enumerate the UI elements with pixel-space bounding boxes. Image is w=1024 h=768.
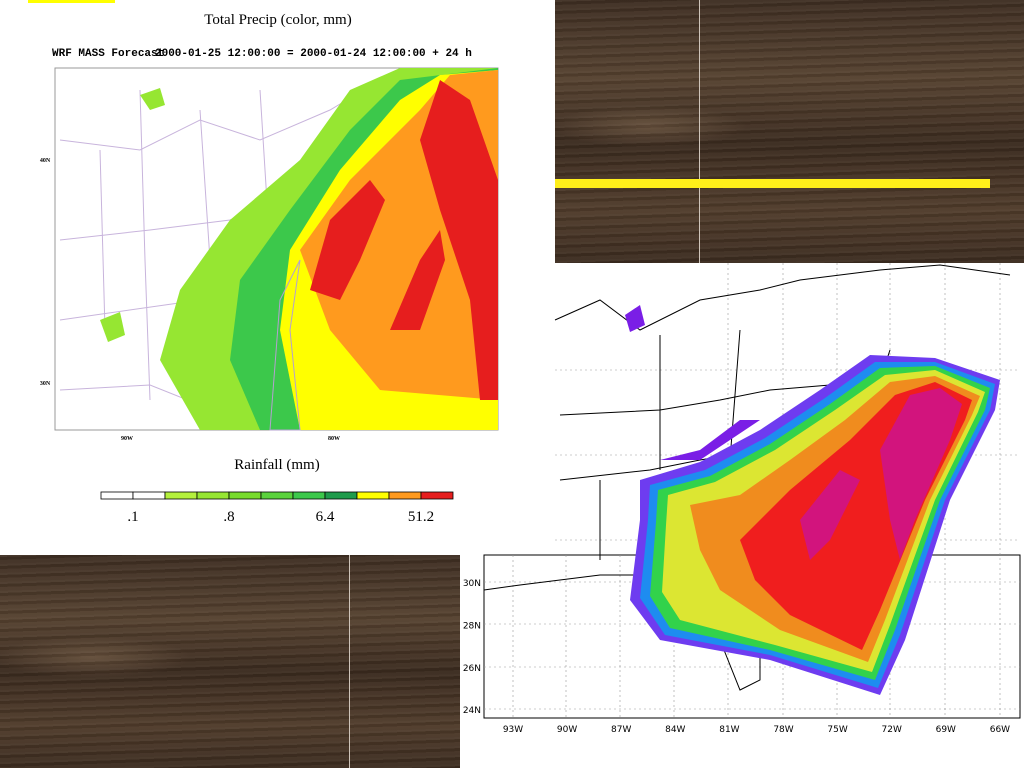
right-map (483, 263, 1021, 719)
precip-area (625, 305, 645, 332)
coastline (269, 259, 301, 431)
lat-label: 30N (463, 579, 481, 589)
lat-label: 30N (40, 381, 51, 387)
precip-area (310, 180, 385, 300)
lon-label: 84W (665, 725, 685, 735)
colorbar-label: .8 (223, 509, 234, 525)
seam (349, 555, 350, 768)
wood-panel (555, 0, 1024, 263)
run-label: WRF MASS Forecast (52, 48, 164, 60)
colorbar-swatch (164, 491, 198, 500)
lat-labels: 30N 28N 26N 24N (463, 579, 481, 716)
left-map (54, 67, 499, 431)
lat-label: 24N (463, 706, 481, 716)
colorbar-swatch (132, 491, 166, 500)
precip-area (100, 312, 125, 342)
lon-label: 90W (557, 725, 577, 735)
legend-title: Rainfall (mm) (234, 457, 319, 473)
colorbar-swatch (388, 491, 422, 500)
lon-label: 72W (882, 725, 902, 735)
colorbar-label: 51.2 (408, 509, 434, 525)
colorbar: .1 .8 6.4 51.2 (100, 491, 454, 525)
precip-area (800, 470, 860, 560)
precip-area (140, 88, 165, 110)
lon-label: 66W (990, 725, 1010, 735)
wood-panel (0, 555, 460, 768)
colorbar-swatch (356, 491, 390, 500)
colorbar-swatch (324, 491, 358, 500)
lon-label: 75W (827, 725, 847, 735)
lon-label: 93W (503, 725, 523, 735)
colorbar-swatch (420, 491, 454, 500)
yellow-bar (555, 179, 990, 188)
lat-label: 26N (463, 664, 481, 674)
colorbar-swatch (100, 491, 134, 500)
lon-label: 90W (121, 436, 133, 442)
lon-label: 81W (719, 725, 739, 735)
highlight (28, 0, 115, 3)
grid (484, 263, 1020, 718)
lon-labels: 90W 80W (121, 436, 340, 442)
colorbar-swatch (292, 491, 326, 500)
lon-label: 87W (611, 725, 631, 735)
precip-area (390, 230, 445, 330)
colorbar-swatch (260, 491, 294, 500)
map-title: Total Precip (color, mm) (204, 12, 351, 28)
lat-label: 40N (40, 158, 51, 164)
colorbar-swatch (196, 491, 230, 500)
precip-area (420, 80, 498, 400)
colorbar-label: .1 (127, 509, 138, 525)
precip-area (660, 420, 760, 460)
seam (699, 0, 700, 263)
precip-area (880, 388, 962, 560)
colorbar-swatch (228, 491, 262, 500)
lat-label: 28N (463, 621, 481, 631)
lat-labels: 40N 30N (40, 158, 51, 387)
valid-time: 2000-01-25 12:00:00 = 2000-01-24 12:00:0… (155, 48, 472, 60)
lon-label: 80W (328, 436, 340, 442)
lon-label: 69W (936, 725, 956, 735)
lon-labels: 93W 90W 87W 84W 81W 78W 75W 72W 69W 66W (503, 725, 1010, 735)
lon-label: 78W (773, 725, 793, 735)
colorbar-label: 6.4 (316, 509, 335, 525)
